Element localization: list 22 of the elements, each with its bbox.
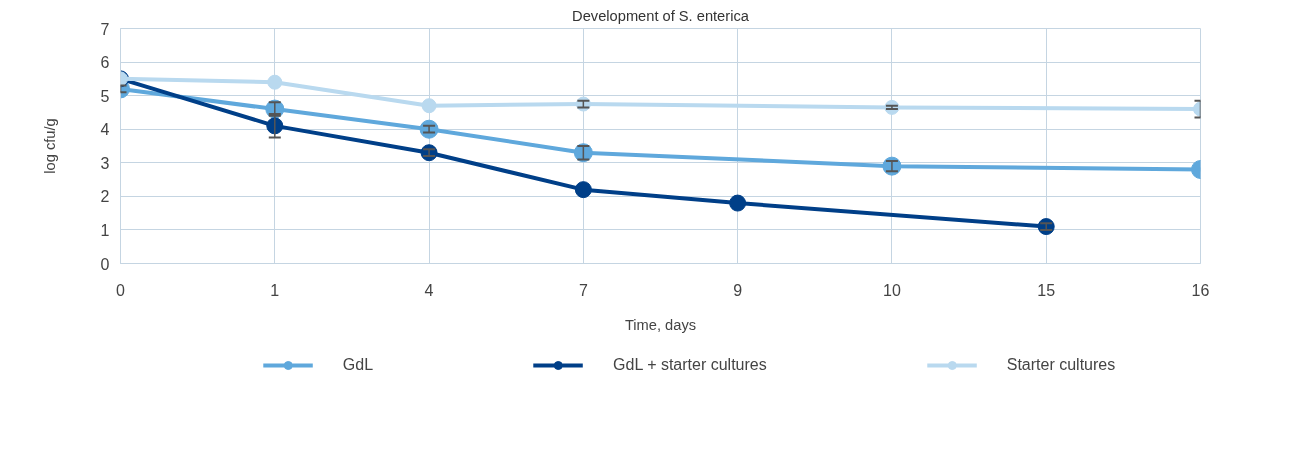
chart-title: Development of S. enterica (572, 7, 750, 24)
y-tick-label: 7 (100, 20, 110, 38)
x-tick-label: 10 (883, 281, 901, 299)
y-tick-label: 3 (100, 154, 110, 172)
x-tick-label: 1 (270, 281, 280, 299)
x-tick-label: 7 (578, 281, 588, 299)
legend-label: GdL (342, 356, 374, 374)
x-tick-label: 16 (1191, 281, 1210, 299)
y-tick-label: 5 (100, 87, 110, 105)
y-tick-label: 0 (100, 255, 110, 273)
legend-label: Starter cultures (1006, 356, 1116, 374)
y-tick-label: 6 (100, 54, 110, 72)
x-tick-label: 9 (733, 281, 743, 299)
x-axis-title: Time, days (624, 316, 697, 333)
x-tick-label: 15 (1037, 281, 1056, 299)
legend-label: GdL + starter cultures (613, 356, 767, 374)
y-tick-label: 1 (100, 221, 110, 239)
y-tick-label: 4 (100, 121, 110, 139)
y-axis-title: log cfu/g (41, 118, 58, 174)
x-tick-label: 0 (116, 281, 126, 299)
x-tick-label: 4 (424, 281, 434, 299)
y-tick-label: 2 (100, 188, 110, 206)
